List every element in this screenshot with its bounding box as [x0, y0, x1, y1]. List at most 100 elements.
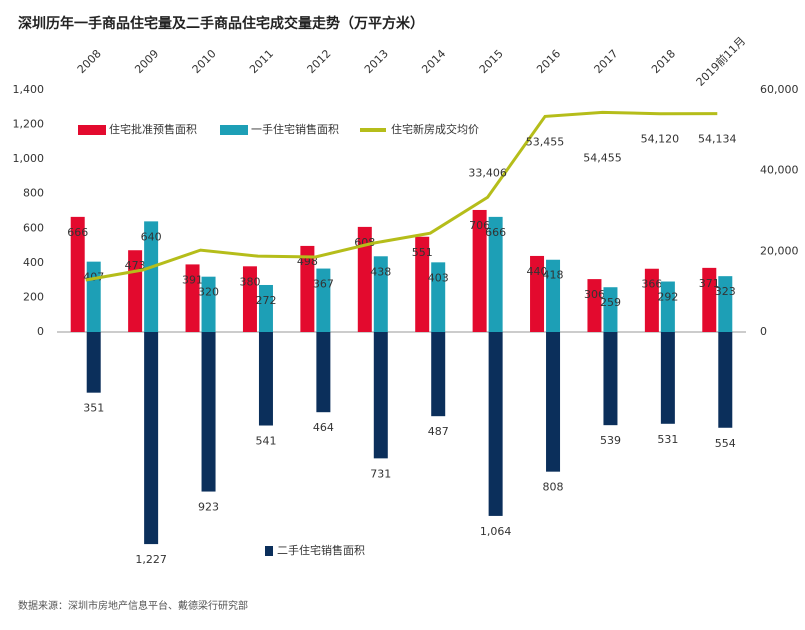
data-label: 366	[641, 278, 662, 291]
bar	[258, 284, 273, 332]
data-label: 367	[313, 278, 334, 291]
y-tick-label: 0	[37, 325, 44, 338]
bar	[488, 332, 503, 516]
data-label: 403	[428, 271, 449, 284]
data-label: 666	[67, 226, 88, 239]
legend-swatch	[265, 546, 273, 556]
x-tick-label: 2010	[190, 47, 219, 76]
data-label: 923	[198, 501, 219, 514]
y-tick-label: 1,200	[13, 118, 45, 131]
data-label: 371	[699, 277, 720, 290]
data-label: 541	[255, 435, 276, 448]
y-tick-label: 200	[23, 290, 44, 303]
y-tick-label: 600	[23, 221, 44, 234]
x-tick-label: 2014	[419, 47, 448, 76]
data-label: 53,455	[526, 135, 565, 148]
data-label: 54,120	[641, 133, 680, 146]
bar	[258, 332, 273, 426]
chart-title: 深圳历年一手商品住宅量及二手商品住宅成交量走势（万平方米）	[18, 15, 424, 32]
data-label: 391	[182, 273, 203, 286]
bar	[70, 216, 85, 332]
data-label: 438	[370, 265, 391, 278]
bar	[300, 245, 315, 332]
bar	[201, 276, 216, 332]
bar	[603, 332, 618, 426]
data-label: 666	[485, 226, 506, 239]
x-tick-label: 2016	[534, 47, 563, 76]
bar	[431, 262, 446, 332]
bar	[660, 281, 675, 332]
bar	[201, 332, 216, 492]
legend-label: 住宅新房成交均价	[391, 122, 479, 136]
x-tick-label: 2017	[592, 47, 621, 76]
data-label: 539	[600, 434, 621, 447]
data-label: 320	[198, 286, 219, 299]
data-label: 351	[83, 402, 104, 415]
data-label: 440	[527, 265, 548, 278]
data-label: 1,227	[135, 553, 167, 566]
bar	[316, 268, 331, 332]
x-tick-label: 2008	[75, 47, 104, 76]
bar	[144, 221, 159, 332]
bar	[660, 332, 675, 424]
bar	[546, 259, 561, 332]
x-tick-label: 2009	[132, 47, 161, 76]
bar	[718, 276, 733, 332]
x-tick-label: 2012	[305, 47, 334, 76]
y-tick-label: 1,000	[13, 152, 45, 165]
bar	[415, 236, 430, 332]
bar	[373, 256, 388, 332]
data-label: 551	[412, 246, 433, 259]
data-label: 464	[313, 421, 334, 434]
bar	[546, 332, 561, 472]
bar	[373, 332, 388, 459]
bar	[431, 332, 446, 417]
data-label: 640	[141, 230, 162, 243]
data-label: 306	[584, 288, 605, 301]
data-label: 292	[657, 291, 678, 304]
x-tick-label: 2019前11月	[693, 34, 748, 89]
x-tick-label: 2015	[477, 47, 506, 76]
data-label: 54,134	[698, 133, 737, 146]
data-label: 554	[715, 437, 736, 450]
y2-tick-label: 20,000	[760, 244, 799, 257]
data-label: 33,406	[468, 166, 507, 179]
x-tick-label: 2018	[649, 47, 678, 76]
line	[85, 110, 718, 282]
y-tick-label: 800	[23, 187, 44, 200]
data-label: 731	[370, 467, 391, 480]
bar	[316, 332, 331, 413]
bar	[530, 255, 545, 332]
y-tick-label: 400	[23, 256, 44, 269]
legend-swatch	[220, 125, 248, 135]
bar	[587, 279, 602, 332]
bar	[488, 216, 503, 332]
legend-label: 二手住宅销售面积	[277, 543, 365, 557]
x-tick-label: 2011	[247, 47, 276, 76]
y-tick-label: 1,400	[13, 83, 45, 96]
legend-swatch	[78, 125, 106, 135]
data-label: 380	[239, 275, 260, 288]
data-label: 487	[428, 425, 449, 438]
data-label: 1,064	[480, 525, 512, 538]
data-label: 259	[600, 296, 621, 309]
data-label: 808	[543, 481, 564, 494]
data-label: 272	[255, 294, 276, 307]
data-label: 706	[469, 219, 490, 232]
bar	[644, 268, 659, 332]
bar	[86, 332, 101, 393]
y2-tick-label: 0	[760, 325, 767, 338]
data-label: 323	[715, 285, 736, 298]
bar	[603, 287, 618, 332]
bar	[242, 266, 257, 332]
bar	[144, 332, 159, 545]
y2-tick-label: 40,000	[760, 164, 799, 177]
legend-label: 一手住宅销售面积	[251, 122, 339, 136]
bar	[472, 209, 487, 332]
bar	[185, 264, 200, 332]
data-label: 418	[543, 269, 564, 282]
data-label: 54,455	[583, 151, 622, 164]
bar	[718, 332, 733, 428]
bar	[357, 226, 372, 332]
